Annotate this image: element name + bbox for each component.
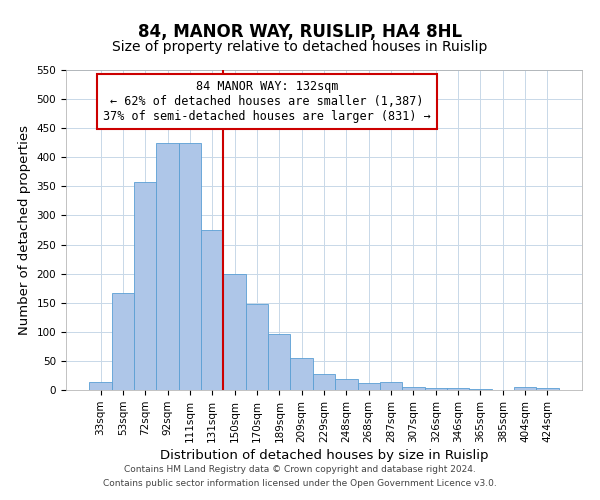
Y-axis label: Number of detached properties: Number of detached properties (18, 125, 31, 335)
Bar (201, 230, 223, 390)
Bar (223, 274, 246, 390)
Bar (179, 142, 201, 390)
Text: Contains HM Land Registry data © Crown copyright and database right 2024.
Contai: Contains HM Land Registry data © Crown c… (103, 466, 497, 487)
Bar (402, 386, 425, 390)
Text: Size of property relative to detached houses in Ruislip: Size of property relative to detached ho… (112, 40, 488, 54)
Bar (246, 304, 268, 390)
Bar (514, 387, 536, 390)
Bar (112, 293, 134, 390)
Bar (313, 374, 335, 390)
Text: 84, MANOR WAY, RUISLIP, HA4 8HL: 84, MANOR WAY, RUISLIP, HA4 8HL (138, 22, 462, 40)
Bar (447, 388, 469, 390)
Bar (290, 358, 313, 390)
Bar (358, 383, 380, 390)
Bar (380, 382, 402, 390)
Bar (536, 388, 559, 390)
Bar (89, 382, 112, 390)
Text: 84 MANOR WAY: 132sqm
← 62% of detached houses are smaller (1,387)
37% of semi-de: 84 MANOR WAY: 132sqm ← 62% of detached h… (103, 80, 431, 122)
Bar (157, 142, 179, 390)
Bar (134, 182, 157, 390)
Bar (268, 334, 290, 390)
X-axis label: Distribution of detached houses by size in Ruislip: Distribution of detached houses by size … (160, 449, 488, 462)
Bar (425, 388, 447, 390)
Bar (335, 379, 358, 390)
